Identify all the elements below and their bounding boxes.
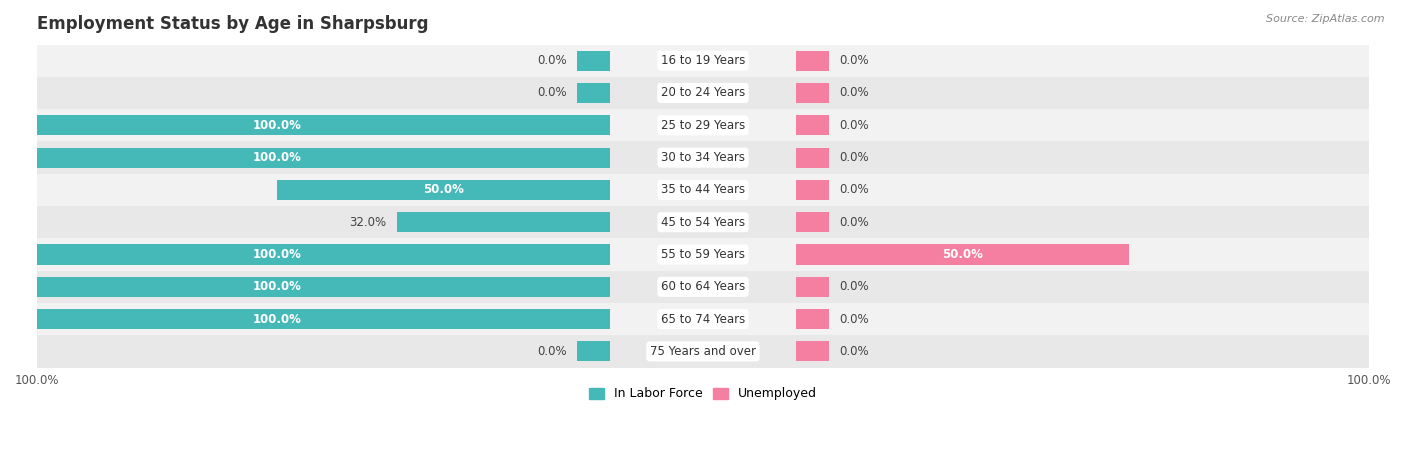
Text: 100.0%: 100.0% — [253, 151, 301, 164]
Bar — [37, 238, 1369, 270]
Text: 0.0%: 0.0% — [839, 184, 869, 196]
Text: 100.0%: 100.0% — [253, 248, 301, 261]
Bar — [37, 174, 1369, 206]
Bar — [576, 51, 610, 71]
Text: 0.0%: 0.0% — [537, 345, 567, 358]
Bar — [37, 206, 1369, 238]
Text: Employment Status by Age in Sharpsburg: Employment Status by Age in Sharpsburg — [37, 15, 429, 33]
Legend: In Labor Force, Unemployed: In Labor Force, Unemployed — [583, 382, 823, 405]
Bar — [37, 335, 1369, 368]
Text: 100.0%: 100.0% — [253, 280, 301, 293]
Bar — [37, 141, 1369, 174]
Text: 0.0%: 0.0% — [839, 216, 869, 229]
Bar — [37, 45, 1369, 77]
Bar — [796, 342, 830, 361]
Text: 35 to 44 Years: 35 to 44 Years — [661, 184, 745, 196]
Bar — [37, 109, 1369, 141]
Text: Source: ZipAtlas.com: Source: ZipAtlas.com — [1267, 14, 1385, 23]
Bar — [796, 115, 830, 135]
Text: 0.0%: 0.0% — [839, 345, 869, 358]
Bar — [0, 244, 610, 265]
Text: 0.0%: 0.0% — [839, 119, 869, 132]
Text: 30 to 34 Years: 30 to 34 Years — [661, 151, 745, 164]
Text: 0.0%: 0.0% — [839, 280, 869, 293]
Text: 50.0%: 50.0% — [942, 248, 983, 261]
Text: 25 to 29 Years: 25 to 29 Years — [661, 119, 745, 132]
Text: 0.0%: 0.0% — [537, 86, 567, 99]
Bar — [796, 148, 830, 167]
Text: 55 to 59 Years: 55 to 59 Years — [661, 248, 745, 261]
Text: 0.0%: 0.0% — [839, 151, 869, 164]
Text: 100.0%: 100.0% — [253, 119, 301, 132]
Bar — [277, 180, 610, 200]
Bar — [796, 51, 830, 71]
Bar — [0, 148, 610, 167]
Text: 0.0%: 0.0% — [839, 86, 869, 99]
Text: 60 to 64 Years: 60 to 64 Years — [661, 280, 745, 293]
Text: 45 to 54 Years: 45 to 54 Years — [661, 216, 745, 229]
Bar — [796, 244, 1129, 265]
Text: 0.0%: 0.0% — [839, 54, 869, 67]
Bar — [37, 77, 1369, 109]
Bar — [796, 309, 830, 329]
Bar — [576, 83, 610, 103]
Text: 75 Years and over: 75 Years and over — [650, 345, 756, 358]
Bar — [0, 309, 610, 329]
Bar — [37, 303, 1369, 335]
Text: 16 to 19 Years: 16 to 19 Years — [661, 54, 745, 67]
Bar — [396, 212, 610, 232]
Bar — [576, 342, 610, 361]
Bar — [0, 115, 610, 135]
Bar — [0, 277, 610, 297]
Text: 65 to 74 Years: 65 to 74 Years — [661, 313, 745, 326]
Text: 50.0%: 50.0% — [423, 184, 464, 196]
Text: 0.0%: 0.0% — [839, 313, 869, 326]
Bar — [796, 277, 830, 297]
Bar — [796, 180, 830, 200]
Text: 20 to 24 Years: 20 to 24 Years — [661, 86, 745, 99]
Text: 32.0%: 32.0% — [350, 216, 387, 229]
Text: 100.0%: 100.0% — [253, 313, 301, 326]
Bar — [796, 83, 830, 103]
Text: 0.0%: 0.0% — [537, 54, 567, 67]
Bar — [796, 212, 830, 232]
Bar — [37, 270, 1369, 303]
